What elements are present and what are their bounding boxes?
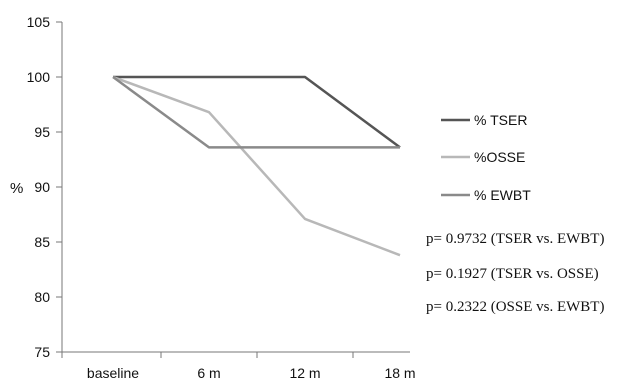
x-tick-label: 6 m xyxy=(197,365,220,381)
legend: % TSER %OSSE % EWBT xyxy=(441,112,531,203)
series-line-2 xyxy=(112,75,401,257)
y-axis-label: % xyxy=(10,180,23,197)
p-value-annotation: p= 0.9732 (TSER vs. EWBT) xyxy=(426,231,604,247)
legend-label: % EWBT xyxy=(474,187,531,203)
legend-label: % TSER xyxy=(474,112,527,128)
y-tick-label: 95 xyxy=(34,124,50,140)
x-tick-label: 18 m xyxy=(384,365,415,381)
y-tick-label: 90 xyxy=(34,179,50,195)
y-tick-label: 105 xyxy=(27,14,51,30)
series-line-1 xyxy=(113,75,401,149)
x-tick-label: baseline xyxy=(87,365,139,381)
x-ticks: baseline 6 m 12 m 18 m xyxy=(61,352,416,381)
axes xyxy=(61,22,410,353)
p-value-annotation: p= 0.1927 (TSER vs. OSSE) xyxy=(426,266,599,282)
y-tick-label: 85 xyxy=(34,234,50,250)
p-value-annotation: p= 0.2322 (OSSE vs. EWBT) xyxy=(426,299,604,315)
x-tick-label: 12 m xyxy=(289,365,320,381)
series-lines xyxy=(112,75,401,257)
y-tick-label: 75 xyxy=(34,344,50,360)
y-tick-label: 80 xyxy=(34,289,50,305)
y-ticks: 75 80 85 90 95 100 105 xyxy=(27,14,62,360)
y-tick-label: 100 xyxy=(27,69,51,85)
series-line-3 xyxy=(112,75,400,149)
legend-label: %OSSE xyxy=(474,149,525,165)
annotations: p= 0.9732 (TSER vs. EWBT) p= 0.1927 (TSER… xyxy=(426,231,604,315)
